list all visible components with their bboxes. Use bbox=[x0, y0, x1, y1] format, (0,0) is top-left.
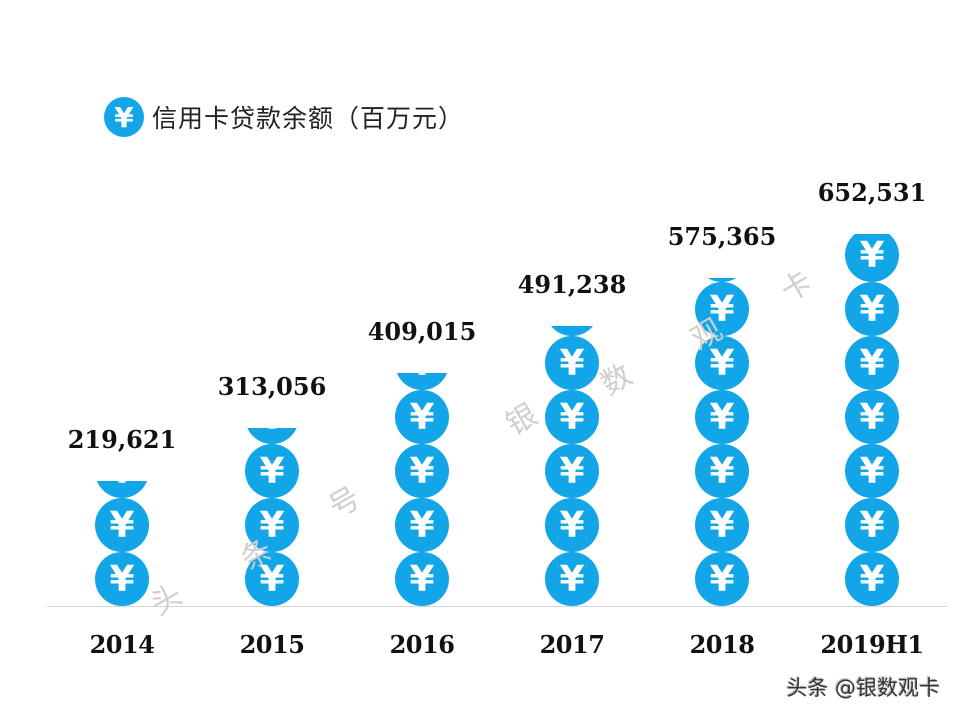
yuan-coin-icon: ¥ bbox=[95, 498, 149, 552]
yuan-coin-icon: ¥ bbox=[95, 552, 149, 606]
coin-stack: ¥¥¥¥ bbox=[245, 428, 299, 606]
x-tick-label: 2015 bbox=[239, 630, 305, 659]
coin-stack: ¥¥¥¥¥ bbox=[395, 373, 449, 606]
x-tick-label: 2016 bbox=[389, 630, 455, 659]
yuan-coin-icon: ¥ bbox=[845, 390, 899, 444]
legend: ¥ 信用卡贷款余额（百万元） bbox=[104, 97, 464, 137]
yuan-coin-icon: ¥ bbox=[695, 278, 749, 282]
yuan-coin-icon: ¥ bbox=[395, 373, 449, 390]
yuan-coin-icon: ¥ bbox=[545, 390, 599, 444]
yuan-coin-icon: ¥ bbox=[395, 444, 449, 498]
value-label: 409,015 bbox=[367, 317, 477, 346]
x-tick-label: 2018 bbox=[689, 630, 755, 659]
x-axis-line bbox=[47, 606, 947, 607]
yuan-coin-icon: ¥ bbox=[845, 498, 899, 552]
value-label: 491,238 bbox=[517, 270, 627, 299]
yuan-coin-icon: ¥ bbox=[245, 552, 299, 606]
legend-label: 信用卡贷款余额（百万元） bbox=[152, 104, 465, 133]
coin-stack: ¥¥¥ bbox=[95, 481, 149, 606]
yuan-coin-icon: ¥ bbox=[695, 498, 749, 552]
value-label: 575,365 bbox=[667, 222, 777, 251]
yuan-coin-icon: ¥ bbox=[845, 336, 899, 390]
value-label: 313,056 bbox=[217, 372, 327, 401]
x-tick-label: 2014 bbox=[89, 630, 155, 659]
yuan-coin-icon: ¥ bbox=[395, 390, 449, 444]
bar-column: ¥ ¥ ¥ ¥ ¥ ¥ ¥652,531 2019H1 bbox=[797, 0, 947, 720]
yuan-coin-icon: ¥ bbox=[545, 498, 599, 552]
yuan-coin-icon: ¥ bbox=[395, 552, 449, 606]
yuan-coin-icon: ¥ bbox=[695, 282, 749, 336]
value-label: 219,621 bbox=[67, 425, 177, 454]
yuan-coin-icon: ¥ bbox=[245, 498, 299, 552]
yuan-coin-icon: ¥ bbox=[104, 97, 144, 137]
x-tick-label: 2017 bbox=[539, 630, 605, 659]
yuan-coin-icon: ¥ bbox=[245, 444, 299, 498]
value-label: 652,531 bbox=[817, 178, 927, 207]
yuan-coin-icon: ¥ bbox=[545, 336, 599, 390]
yuan-coin-icon: ¥ bbox=[845, 552, 899, 606]
source-credit: 头条 @银数观卡 bbox=[786, 676, 940, 700]
yuan-coin-icon: ¥ bbox=[545, 326, 599, 336]
yuan-coin-icon: ¥ bbox=[695, 390, 749, 444]
yuan-coin-icon: ¥ bbox=[845, 282, 899, 336]
yuan-coin-icon: ¥ bbox=[95, 481, 149, 498]
yuan-coin-icon: ¥ bbox=[245, 428, 299, 444]
x-tick-label: 2019H1 bbox=[820, 630, 924, 659]
coin-stack: ¥¥¥¥¥¥ bbox=[545, 326, 599, 606]
yuan-coin-icon: ¥ bbox=[695, 336, 749, 390]
yuan-coin-icon: ¥ bbox=[845, 234, 899, 282]
coin-stack: ¥¥¥¥¥¥¥ bbox=[845, 234, 899, 606]
yuan-coin-icon: ¥ bbox=[695, 552, 749, 606]
yuan-coin-icon: ¥ bbox=[545, 444, 599, 498]
yuan-coin-icon: ¥ bbox=[545, 552, 599, 606]
coin-stack: ¥¥¥¥¥¥¥ bbox=[695, 278, 749, 606]
yuan-coin-icon: ¥ bbox=[845, 444, 899, 498]
yuan-coin-icon: ¥ bbox=[395, 498, 449, 552]
yuan-coin-icon: ¥ bbox=[695, 444, 749, 498]
